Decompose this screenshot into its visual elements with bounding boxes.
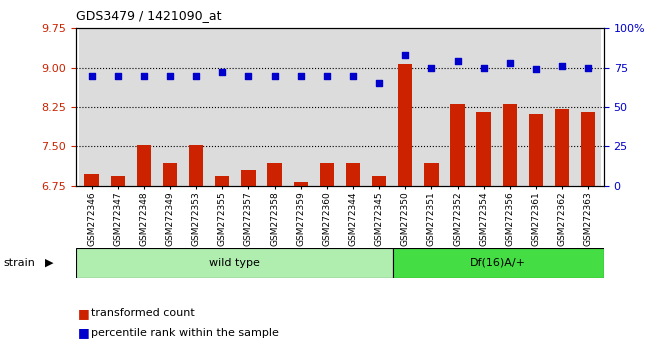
Bar bbox=[398, 64, 412, 186]
Bar bbox=[471, 28, 497, 186]
Bar bbox=[393, 248, 604, 278]
Point bbox=[86, 73, 97, 78]
Bar bbox=[189, 145, 203, 186]
Bar bbox=[497, 28, 523, 186]
Bar bbox=[340, 28, 366, 186]
Bar bbox=[529, 114, 543, 186]
Point bbox=[452, 58, 463, 64]
Point bbox=[321, 73, 332, 78]
Text: ■: ■ bbox=[78, 326, 90, 339]
Text: ■: ■ bbox=[78, 307, 90, 320]
Text: percentile rank within the sample: percentile rank within the sample bbox=[91, 328, 279, 338]
Bar bbox=[503, 104, 517, 186]
Bar bbox=[366, 28, 392, 186]
Text: strain: strain bbox=[3, 258, 35, 268]
Bar bbox=[267, 163, 282, 186]
Point bbox=[191, 73, 201, 78]
Text: ▶: ▶ bbox=[45, 258, 53, 268]
Point bbox=[478, 65, 489, 70]
Point bbox=[269, 73, 280, 78]
Bar bbox=[477, 112, 491, 186]
Bar bbox=[131, 28, 157, 186]
Bar bbox=[84, 174, 99, 186]
Bar bbox=[575, 28, 601, 186]
Bar bbox=[137, 145, 151, 186]
Text: transformed count: transformed count bbox=[91, 308, 195, 318]
Point bbox=[217, 70, 228, 75]
Bar bbox=[261, 28, 288, 186]
Point bbox=[374, 81, 384, 86]
Bar bbox=[215, 176, 230, 186]
Bar bbox=[523, 28, 549, 186]
Bar bbox=[294, 182, 308, 186]
Bar bbox=[549, 28, 575, 186]
Point bbox=[165, 73, 176, 78]
Text: Df(16)A/+: Df(16)A/+ bbox=[471, 258, 526, 268]
Bar bbox=[105, 28, 131, 186]
Bar bbox=[236, 28, 261, 186]
Point bbox=[139, 73, 149, 78]
Bar bbox=[288, 28, 314, 186]
Bar bbox=[157, 28, 183, 186]
Text: GDS3479 / 1421090_at: GDS3479 / 1421090_at bbox=[76, 9, 221, 22]
Point bbox=[426, 65, 437, 70]
Bar bbox=[450, 104, 465, 186]
Point bbox=[348, 73, 358, 78]
Bar bbox=[424, 163, 439, 186]
Bar bbox=[79, 28, 105, 186]
Bar bbox=[241, 170, 255, 186]
Bar bbox=[418, 28, 444, 186]
Point bbox=[504, 60, 515, 66]
Bar bbox=[314, 28, 340, 186]
Point bbox=[243, 73, 253, 78]
Point bbox=[583, 65, 593, 70]
Bar bbox=[209, 28, 236, 186]
Point bbox=[112, 73, 123, 78]
Bar bbox=[444, 28, 471, 186]
Point bbox=[296, 73, 306, 78]
Bar bbox=[110, 176, 125, 186]
Point bbox=[531, 67, 541, 72]
Text: wild type: wild type bbox=[209, 258, 260, 268]
Bar bbox=[555, 109, 570, 186]
Point bbox=[557, 63, 568, 69]
Bar bbox=[581, 112, 595, 186]
Bar bbox=[183, 28, 209, 186]
Point bbox=[400, 52, 411, 58]
Bar bbox=[76, 248, 393, 278]
Bar bbox=[319, 163, 334, 186]
Bar bbox=[346, 163, 360, 186]
Bar bbox=[163, 163, 177, 186]
Bar bbox=[372, 176, 386, 186]
Bar bbox=[392, 28, 418, 186]
